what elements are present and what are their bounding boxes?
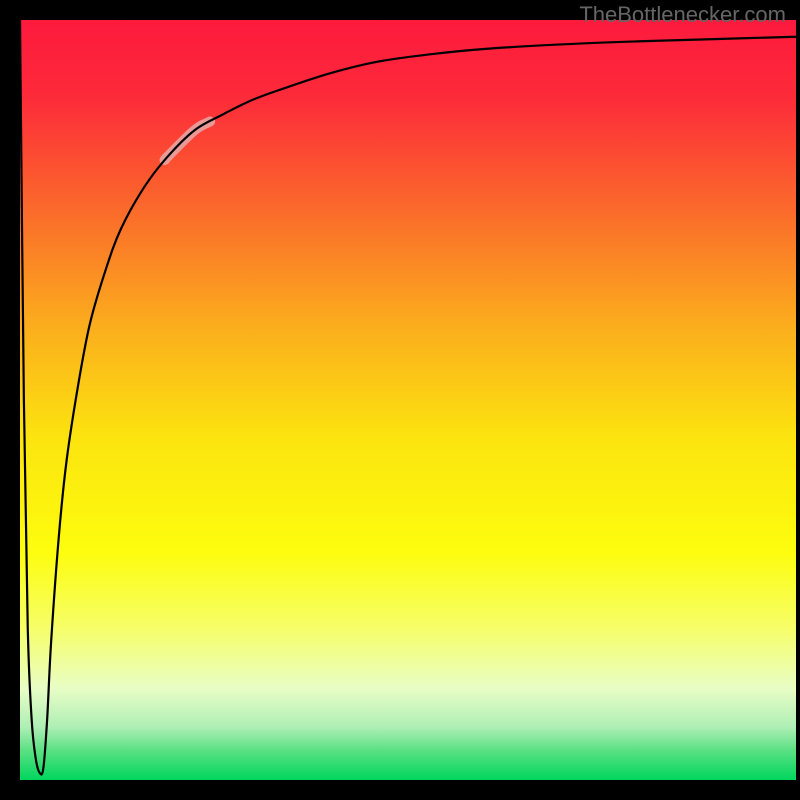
bottleneck-chart [0, 0, 800, 800]
chart-container: TheBottlenecker.com [0, 0, 800, 800]
plot-area [20, 20, 796, 780]
watermark-text: TheBottlenecker.com [579, 2, 786, 28]
